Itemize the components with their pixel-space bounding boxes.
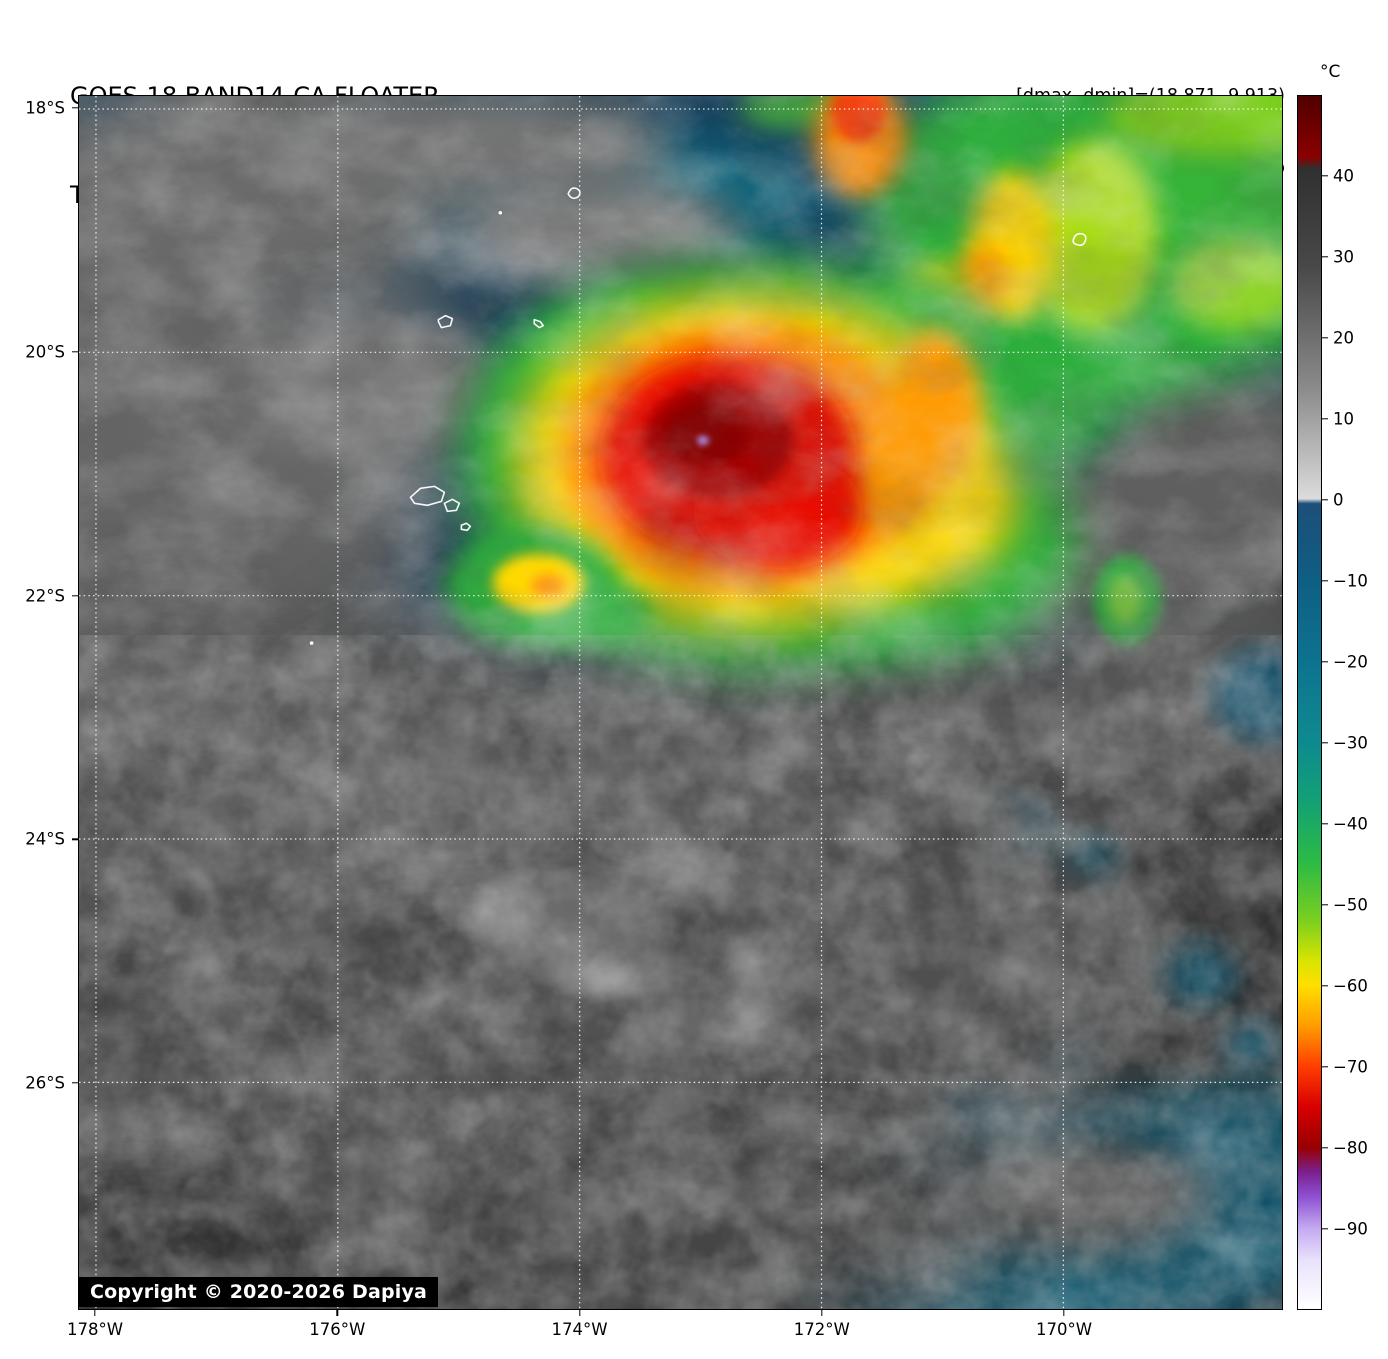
colorbar-tick-label: 20	[1333, 328, 1354, 348]
lat-tick-label: 26°S	[25, 1073, 65, 1093]
colorbar-tick-label: −10	[1333, 571, 1368, 591]
lon-tick-label: 172°W	[793, 1320, 850, 1339]
colorbar-tick-label: 40	[1333, 166, 1354, 186]
colorbar-tick-label: −90	[1333, 1219, 1368, 1239]
colorbar-tick	[1322, 661, 1328, 663]
colorbar-tick-label: −40	[1333, 814, 1368, 834]
colorbar-tick	[1322, 256, 1328, 258]
colorbar-ticks: 40 30 20 10 0 −10 −20 −30 −40 −50 −60 −70 −80 −90	[1322, 95, 1388, 1310]
colorbar-tick-label: −60	[1333, 976, 1368, 996]
lon-tick-label: 170°W	[1035, 1320, 1093, 1339]
colorbar-tick	[1322, 742, 1328, 744]
lon-tick	[1063, 1310, 1065, 1316]
lon-tick-label: 174°W	[551, 1320, 608, 1339]
coastline-overlay	[309, 187, 1087, 645]
copyright-label: Copyright © 2020-2026 Dapiya	[79, 1277, 439, 1307]
colorbar-tick	[1322, 418, 1328, 420]
lat-tick-label: 18°S	[25, 98, 65, 118]
lat-tick-label: 22°S	[25, 586, 65, 605]
colorbar-tick-label: 0	[1333, 490, 1344, 510]
lat-tick-label: 20°S	[25, 342, 65, 362]
lon-tick-label: 178°W	[66, 1320, 124, 1339]
colorbar-gradient	[1298, 96, 1321, 1309]
lon-axis: 178°W 176°W 174°W 172°W 170°W	[67, 1310, 1283, 1355]
colorbar-tick	[1322, 337, 1328, 339]
lon-tick-label: 176°W	[309, 1320, 366, 1339]
colorbar-tick	[1322, 499, 1328, 501]
colorbar-unit-label: °C	[1320, 62, 1341, 82]
lon-tick	[336, 1310, 338, 1316]
lat-tick	[72, 1082, 78, 1084]
colorbar-tick-label: −80	[1333, 1138, 1368, 1158]
grid-lines	[79, 96, 1282, 1309]
lon-tick	[578, 1310, 581, 1316]
colorbar-tick	[1322, 904, 1328, 906]
satellite-map: Copyright © 2020-2026 Dapiya	[78, 95, 1283, 1310]
colorbar	[1297, 95, 1322, 1310]
colorbar-tick	[1322, 1228, 1328, 1230]
lat-axis: 18°S 20°S 22°S 24°S 26°S	[0, 95, 78, 1310]
colorbar-tick	[1322, 1066, 1328, 1068]
lat-tick	[72, 594, 78, 597]
colorbar-tick-label: −30	[1333, 733, 1368, 753]
colorbar-tick	[1322, 1147, 1328, 1149]
colorbar-tick-label: −50	[1333, 895, 1368, 915]
colorbar-tick-label: −70	[1333, 1057, 1368, 1077]
lat-tick-label: 24°S	[25, 829, 65, 849]
colorbar-tick	[1322, 985, 1328, 987]
lon-tick	[94, 1310, 96, 1316]
lon-tick	[821, 1310, 823, 1316]
colorbar-tick-label: 10	[1333, 409, 1354, 429]
colorbar-tick	[1322, 175, 1328, 177]
colorbar-tick	[1322, 580, 1328, 582]
satellite-image	[79, 96, 1282, 1309]
lat-tick	[72, 351, 78, 353]
lat-tick	[72, 838, 78, 840]
colorbar-tick-label: 30	[1333, 247, 1354, 267]
lat-tick	[72, 107, 78, 109]
colorbar-tick-label: −20	[1333, 652, 1368, 672]
colorbar-tick	[1322, 823, 1328, 825]
cloud-texture-overlay	[79, 96, 1282, 1309]
